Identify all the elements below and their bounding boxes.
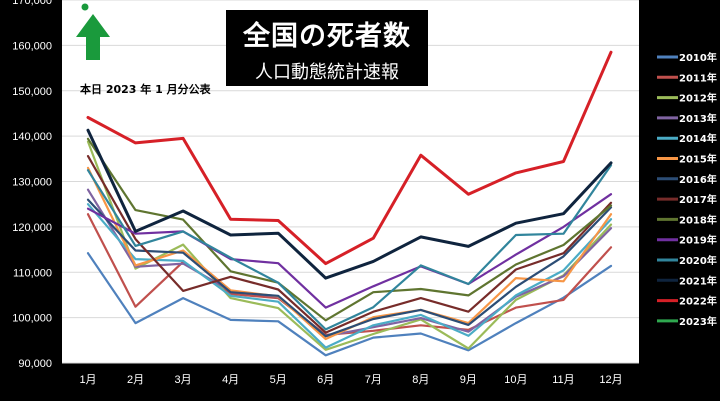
y-tick-label: 110,000 [13, 267, 52, 279]
up-arrow-icon [76, 3, 110, 60]
x-tick-label: 6月 [317, 374, 334, 386]
x-axis: 1月 2月 3月 4月 5月 6月 7月 8月 9月 10月 11月 12月 [79, 374, 622, 386]
legend-label: 2023年 [679, 315, 717, 328]
x-tick-label: 7月 [365, 374, 382, 386]
x-tick-label: 8月 [412, 374, 429, 386]
release-note: 本日 2023 年 1 月分公表 [80, 83, 211, 96]
series-line [86, 137, 613, 322]
series-line [86, 213, 613, 336]
legend-label: 2013年 [679, 112, 717, 125]
x-tick-label: 3月 [175, 374, 192, 386]
legend-label: 2017年 [679, 193, 717, 206]
legend-label: 2014年 [679, 132, 717, 145]
chart-subtitle: 人口動態統計速報 [255, 62, 399, 83]
x-tick-label: 2月 [127, 374, 144, 386]
legend-label: 2019年 [679, 234, 717, 247]
legend-label: 2018年 [679, 213, 717, 226]
x-tick-label: 1月 [79, 374, 96, 386]
y-tick-label: 100,000 [12, 313, 52, 325]
series-lines [86, 50, 613, 357]
legend-label: 2012年 [679, 92, 717, 105]
legend-label: 2016年 [679, 173, 717, 186]
series-line [86, 164, 613, 331]
legend: 2010年 2011年 2012年 2013年 2014年 2015年 2016年 2017年… [657, 51, 717, 328]
y-tick-label: 170,000 [12, 0, 52, 7]
y-tick-label: 120,000 [12, 222, 52, 234]
y-tick-label: 90,000 [18, 358, 52, 370]
series-line [86, 193, 613, 309]
chart-title: 全国の死者数 [243, 21, 411, 52]
series-line [86, 128, 613, 280]
series-line [86, 140, 613, 351]
series-line [86, 50, 613, 266]
series-line [86, 198, 613, 338]
x-tick-label: 10月 [504, 374, 527, 386]
title-box: 全国の死者数 人口動態統計速報 [226, 10, 428, 86]
y-tick-label: 160,000 [12, 40, 52, 52]
legend-label: 2011年 [679, 71, 717, 84]
legend-label: 2010年 [679, 51, 717, 64]
x-tick-label: 9月 [460, 374, 477, 386]
legend-label: 2020年 [679, 254, 717, 267]
series-line [86, 203, 613, 349]
legend-label: 2021年 [679, 274, 717, 287]
y-axis: 90,000 100,000 110,000 120,000 130,000 140,00… [12, 0, 52, 370]
x-tick-label: 12月 [599, 374, 622, 386]
x-tick-label: 4月 [222, 374, 239, 386]
series-line [86, 252, 613, 357]
x-tick-label: 5月 [270, 374, 287, 386]
legend-label: 2022年 [679, 295, 717, 308]
y-tick-label: 130,000 [12, 177, 52, 189]
legend-label: 2015年 [679, 153, 717, 166]
series-line [86, 188, 613, 338]
y-tick-label: 140,000 [12, 131, 52, 143]
y-tick-label: 150,000 [12, 86, 52, 98]
x-tick-label: 11月 [552, 374, 574, 386]
series-line [86, 155, 613, 334]
